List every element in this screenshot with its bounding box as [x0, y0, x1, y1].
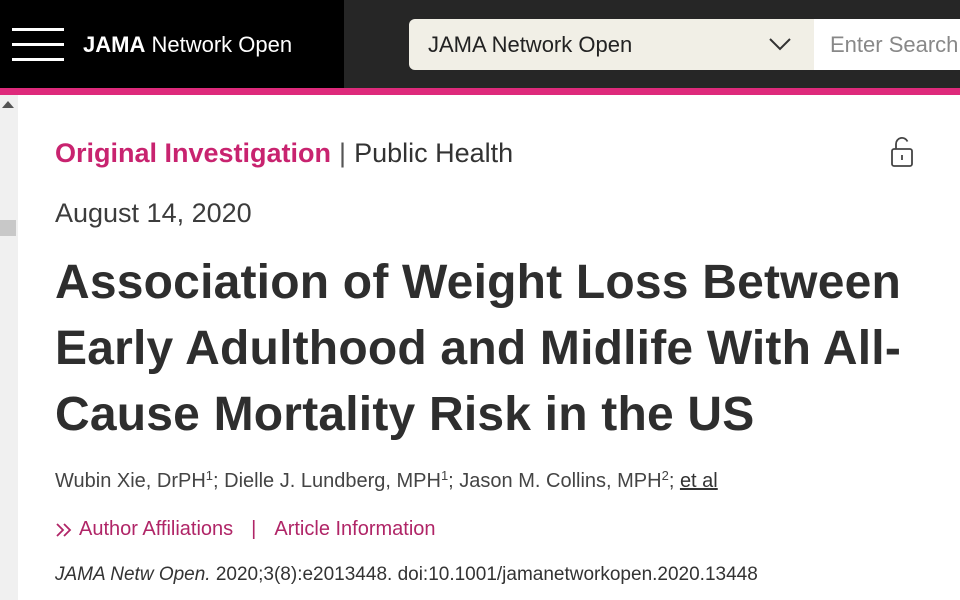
author-separator: ;: [213, 470, 219, 492]
scroll-up-arrow-icon[interactable]: [2, 101, 14, 108]
author-affiliation-number: 1: [205, 468, 214, 483]
author-affiliation-number: 2: [661, 468, 669, 483]
unlock-icon: [891, 137, 913, 167]
chevron-down-icon: [769, 38, 791, 51]
citation-journal: JAMA Netw Open.: [55, 564, 211, 585]
author-separator: ;: [668, 470, 675, 492]
author-name[interactable]: Dielle J. Lundberg, MPH: [224, 470, 441, 492]
article-title: Association of Weight Loss Between Early…: [55, 256, 902, 441]
article-content: [18, 95, 960, 600]
search-input[interactable]: [814, 19, 960, 70]
author-name[interactable]: Wubin Xie, DrPH: [55, 470, 206, 492]
link-divider: |: [251, 518, 257, 540]
double-chevron-right-icon: [56, 522, 72, 537]
journal-select[interactable]: JAMA Network Open: [409, 19, 814, 70]
accent-divider: [0, 88, 960, 95]
category-separator: |: [339, 138, 347, 168]
brand-bold: JAMA: [83, 32, 146, 57]
hamburger-menu-icon[interactable]: [12, 28, 64, 62]
journal-select-value: JAMA Network Open: [428, 32, 633, 57]
menu-line: [12, 58, 64, 61]
category-topic[interactable]: Public Health: [354, 138, 514, 168]
citation-details: 2020;3(8):e2013448. doi:10.1001/jamanetw…: [215, 564, 758, 585]
author-affiliation-number: 1: [440, 468, 449, 483]
author-name[interactable]: Jason M. Collins, MPH: [459, 470, 662, 492]
page-scrollbar[interactable]: [0, 95, 18, 600]
scrollbar-thumb[interactable]: [0, 220, 16, 236]
menu-line: [12, 43, 64, 46]
category-type[interactable]: Original Investigation: [55, 138, 332, 168]
et-al-link[interactable]: et al: [679, 470, 718, 492]
article-information-link[interactable]: Article Information: [274, 518, 436, 540]
article-citation: JAMA Netw Open. 2020;3(8):e2013448. doi:…: [55, 564, 758, 586]
menu-line: [12, 28, 64, 31]
author-separator: ;: [448, 470, 454, 492]
article-category: Original Investigation | Public Health: [55, 138, 513, 169]
publication-date: August 14, 2020: [55, 198, 252, 228]
brand-logo[interactable]: JAMA Network Open: [83, 32, 292, 58]
article-links: Author Affiliations | Article Informatio…: [55, 518, 436, 541]
brand-rest: Network Open: [151, 32, 293, 57]
author-list: Wubin Xie, DrPH1; Dielle J. Lundberg, MP…: [55, 468, 718, 493]
author-affiliations-link[interactable]: Author Affiliations: [79, 518, 234, 540]
